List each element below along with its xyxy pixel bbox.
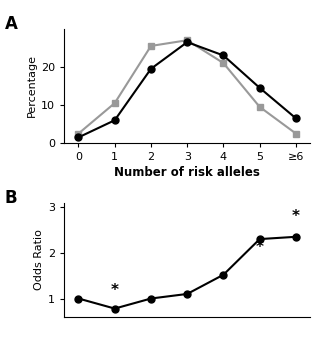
X-axis label: Number of risk alleles: Number of risk alleles — [114, 166, 260, 179]
Text: *: * — [111, 283, 119, 298]
Y-axis label: Odds Ratio: Odds Ratio — [34, 229, 44, 290]
Text: *: * — [292, 210, 300, 224]
Text: B: B — [5, 189, 18, 207]
Text: A: A — [5, 15, 18, 33]
Y-axis label: Percentage: Percentage — [27, 54, 37, 117]
Text: *: * — [256, 240, 264, 255]
